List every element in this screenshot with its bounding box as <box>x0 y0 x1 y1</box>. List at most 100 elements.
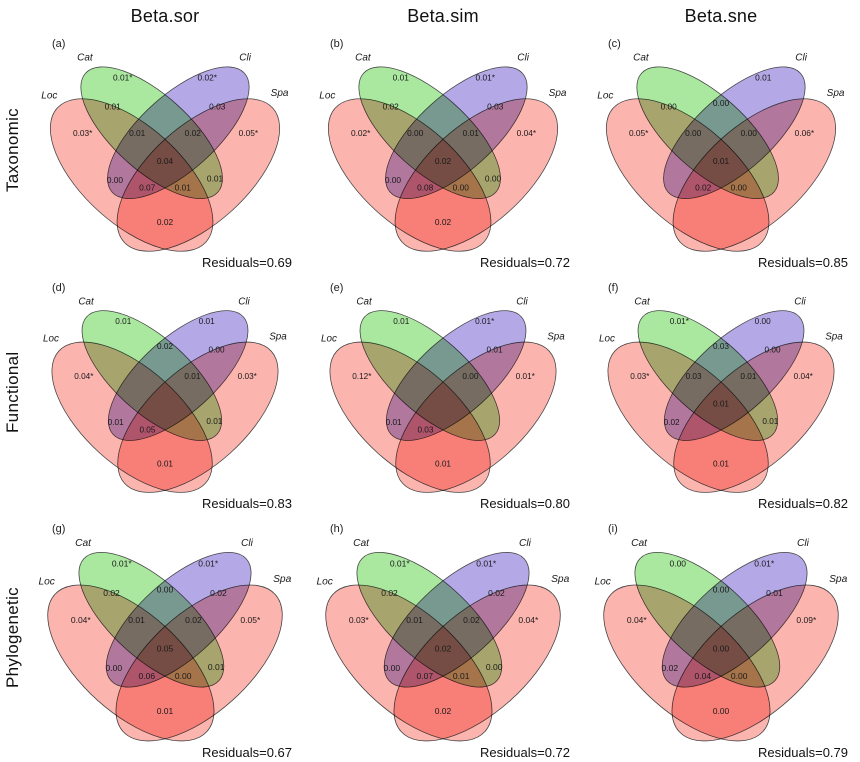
region-value-loc-only: 0.12* <box>352 372 372 381</box>
region-value-loc-spa: 0.00 <box>713 706 730 716</box>
region-value-cli-spa: 0.02 <box>210 588 227 598</box>
region-value-loc-only: 0.02* <box>351 128 371 138</box>
venn-diagram: Cat Cli Loc Spa 0.01* 0.01* 0.02 0.00 0.… <box>38 538 292 742</box>
region-value-loc-cli: 0.01 <box>108 418 124 427</box>
set-label-cli: Cli <box>516 296 528 307</box>
panel-letter: (a) <box>52 38 66 50</box>
region-value-loc-spa: 0.02 <box>435 706 452 716</box>
column-header-beta-sne: Beta.sne <box>684 6 758 26</box>
region-value-cat-cli-spa: 0.01 <box>184 372 200 381</box>
region-value-cli-only: 0.02* <box>198 72 218 82</box>
region-value-cat-only: 0.01* <box>670 317 690 326</box>
region-value-spa-only: 0.01* <box>516 372 536 381</box>
region-value-cli-only: 0.00 <box>755 317 771 326</box>
residuals-label: Residuals=0.80 <box>480 496 570 511</box>
region-value-loc-cli: 0.01 <box>386 418 402 427</box>
region-value-cli-spa: 0.00 <box>765 346 781 355</box>
venn-diagram: Cat Cli Loc Spa 0.01 0.01 0.02 0.00 0.04… <box>43 296 287 493</box>
venn-ellipse-cli <box>385 66 528 199</box>
region-value-loc-only: 0.04* <box>627 615 648 625</box>
region-value-loc-cat-spa: 0.01 <box>453 671 470 681</box>
region-value-loc-spa: 0.01 <box>157 706 174 716</box>
region-value-cat-cli: 0.00 <box>157 584 174 594</box>
region-value-loc-cli-spa: 0.02 <box>695 183 712 193</box>
column-header-beta-sim: Beta.sim <box>407 6 479 26</box>
region-value-center: 0.02 <box>435 644 452 654</box>
venn-ellipse-cli <box>107 66 250 199</box>
row-label-functional: Functional <box>3 351 22 434</box>
region-value-loc-cli-spa: 0.06 <box>139 671 156 681</box>
region-value-loc-cat-cli: 0.01 <box>128 615 145 625</box>
residuals-label: Residuals=0.85 <box>758 255 848 270</box>
residuals-label: Residuals=0.72 <box>480 745 570 760</box>
set-label-cli: Cli <box>517 52 529 63</box>
region-value-cli-only: 0.01* <box>476 558 497 568</box>
set-label-cat: Cat <box>356 296 373 307</box>
region-value-loc-cli: 0.02 <box>664 418 680 427</box>
region-value-cli-only: 0.01* <box>754 558 775 568</box>
region-value-cli-only: 0.01* <box>476 72 496 82</box>
region-value-center: 0.05 <box>157 644 174 654</box>
set-label-cat: Cat <box>355 52 372 63</box>
set-label-loc: Loc <box>316 576 332 587</box>
set-label-spa: Spa <box>827 88 845 99</box>
residuals-label: Residuals=0.67 <box>202 745 292 760</box>
region-value-cat-cli-spa: 0.01 <box>463 128 480 138</box>
region-value-loc-cat-spa: 0.01 <box>175 183 192 193</box>
panel-i: (i) Cat Cli Loc Spa 0.00 0.01* 0.00 0.01… <box>582 513 860 762</box>
panel-letter: (d) <box>52 282 66 294</box>
region-value-spa-only: 0.05* <box>239 128 259 138</box>
region-value-loc-spa: 0.01 <box>157 460 173 469</box>
region-value-loc-cat-cli: 0.01 <box>129 128 146 138</box>
region-value-cat-spa: 0.01 <box>208 662 225 672</box>
venn-ellipse-cli <box>663 66 806 199</box>
region-value-loc-cli-spa: 0.03 <box>417 426 433 435</box>
venn-ellipse-cli <box>107 310 249 441</box>
set-label-loc: Loc <box>38 576 54 587</box>
region-value-cat-only: 0.01 <box>115 317 131 326</box>
region-value-loc-cli: 0.00 <box>384 663 401 673</box>
set-label-spa: Spa <box>273 574 291 585</box>
region-value-cat-spa: 0.01 <box>207 174 224 184</box>
venn-diagram: Cat Cli Loc Spa 0.01* 0.00 0.03 0.00 0.0… <box>599 296 843 493</box>
set-label-cli: Cli <box>238 296 250 307</box>
region-value-loc-cli: 0.02 <box>662 663 679 673</box>
region-value-spa-only: 0.06* <box>795 128 815 138</box>
region-value-spa-only: 0.04* <box>518 615 539 625</box>
region-value-center: 0.01 <box>713 399 729 408</box>
region-value-cat-only: 0.00 <box>669 558 686 568</box>
venn-ellipse-cli <box>661 551 808 688</box>
region-value-loc-cat-spa: 0.00 <box>731 183 748 193</box>
region-value-loc-cat-cli: 0.03 <box>686 372 702 381</box>
region-value-loc-cli-spa: 0.08 <box>417 183 434 193</box>
row-label-phylogenetic: Phylogenetic <box>3 587 22 688</box>
set-label-cat: Cat <box>77 52 94 63</box>
panel-b: (b) Cat Cli Loc Spa 0.01 0.01* 0.02 0.03… <box>304 28 582 272</box>
region-value-loc-cat: 0.00 <box>661 101 678 111</box>
residuals-label: Residuals=0.69 <box>202 255 292 270</box>
region-value-center: 0.01 <box>713 156 730 166</box>
set-label-cat: Cat <box>353 538 370 549</box>
region-value-loc-cat-spa: 0.00 <box>731 671 748 681</box>
region-value-cli-spa: 0.01 <box>487 346 503 355</box>
region-value-cat-cli-spa: 0.00 <box>462 372 478 381</box>
region-value-cli-spa: 0.01 <box>766 588 783 598</box>
set-label-cli: Cli <box>239 52 251 63</box>
region-value-cat-only: 0.01* <box>113 72 133 82</box>
region-value-cat-cli-spa: 0.01 <box>740 372 756 381</box>
panel-letter: (i) <box>608 523 618 535</box>
region-value-loc-cat-cli: 0.00 <box>685 128 702 138</box>
region-value-center: 0.02 <box>435 156 452 166</box>
set-label-loc: Loc <box>599 334 615 345</box>
panel-letter: (f) <box>608 282 619 294</box>
panel-e: (e) Cat Cli Loc Spa 0.01 0.01* 0.01 0.12… <box>304 272 582 513</box>
set-label-loc: Loc <box>594 576 610 587</box>
region-value-loc-cat-cli: 0.01 <box>406 615 423 625</box>
region-value-cli-only: 0.01 <box>199 317 215 326</box>
region-value-cat-cli-spa: 0.02 <box>185 128 202 138</box>
region-value-loc-spa: 0.02 <box>435 217 452 227</box>
set-label-loc: Loc <box>43 334 59 345</box>
region-value-cli-spa: 0.00 <box>209 346 225 355</box>
region-value-cat-cli: 0.00 <box>713 584 730 594</box>
